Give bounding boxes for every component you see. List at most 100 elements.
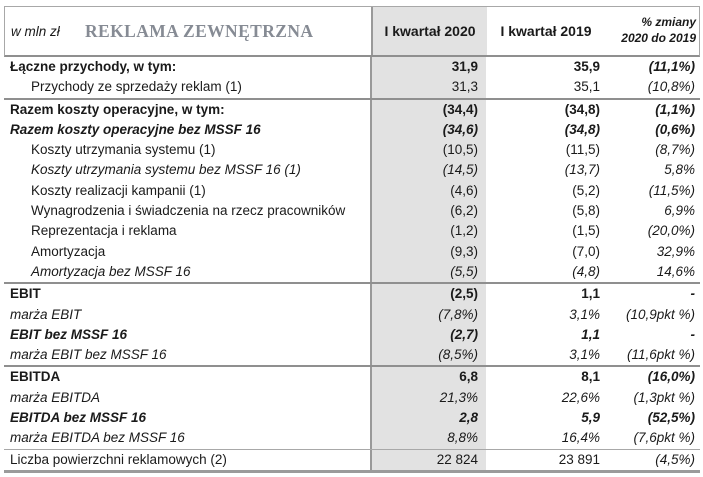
table-rows: Łączne przychody, w tym: 31,9 35,9 (11,1%) P… — [4, 57, 700, 473]
value-q1-2019: (34,8) — [564, 101, 600, 117]
value-q1-2019: 3,1% — [569, 347, 600, 363]
value-q1-2019: (4,8) — [572, 263, 600, 279]
value-q1-2020: 6,8 — [370, 367, 486, 388]
value-change: (1,1%) — [655, 101, 695, 117]
table-header: w mln zł REKLAMA ZEWNĘTRZNA I kwartał 20… — [4, 6, 700, 57]
value-change: (8,7%) — [655, 142, 695, 158]
table-row: Koszty realizacji kampanii (1) (4,6) (5,2)… — [4, 180, 700, 202]
value-q1-2019: (34,8) — [564, 121, 600, 137]
value-q1-2020: (34,4) — [370, 99, 486, 120]
table-row: marża EBIT (7,8%) 3,1% (10,9pkt %) — [4, 304, 700, 325]
row-label: Liczba powierzchni reklamowych (2) — [10, 451, 227, 467]
row-label: Razem koszty operacyjne, w tym: — [10, 101, 225, 117]
column-header-change-line2: 2020 do 2019 — [621, 31, 696, 45]
value-change: - — [690, 326, 696, 342]
value-q1-2020: 31,9 — [370, 57, 486, 78]
value-change: 6,9% — [664, 203, 695, 219]
table-row: Razem koszty operacyjne bez MSSF 16 (34,6… — [4, 119, 700, 141]
table-row: Wynagrodzenia i świadczenia na rzecz pra… — [4, 201, 700, 222]
table-row: Przychody ze sprzedaży reklam (1) 31,3 35,… — [4, 77, 700, 98]
value-change: (7,6pkt %) — [633, 430, 695, 446]
value-q1-2020: 8,8% — [370, 428, 486, 449]
value-change: (20,0%) — [647, 223, 695, 239]
value-q1-2020: (34,6) — [370, 119, 486, 141]
row-label: Amortyzacja bez MSSF 16 — [31, 263, 191, 279]
value-q1-2019: 1,1 — [581, 286, 600, 302]
row-label: EBITDA — [10, 369, 61, 385]
table-row: Liczba powierzchni reklamowych (2) 22 824… — [4, 448, 700, 470]
page-title: REKLAMA ZEWNĘTRZNA — [85, 20, 314, 41]
value-change: (10,9pkt %) — [625, 306, 695, 322]
row-label: Koszty utrzymania systemu (1) — [31, 142, 216, 158]
value-q1-2020: (2,7) — [370, 324, 486, 346]
value-q1-2019: (5,8) — [572, 203, 600, 219]
value-change: (52,5%) — [647, 410, 695, 426]
value-q1-2020: (1,2) — [370, 221, 486, 242]
row-label: Wynagrodzenia i świadczenia na rzecz pra… — [31, 203, 346, 219]
value-q1-2019: 22,6% — [561, 389, 600, 405]
table-row: marża EBITDA 21,3% 22,6% (1,3pkt %) — [4, 387, 700, 409]
value-q1-2019: (13,7) — [564, 162, 600, 178]
row-label: Koszty realizacji kampanii (1) — [31, 182, 206, 198]
row-label: Koszty utrzymania systemu bez MSSF 16 (1… — [31, 162, 301, 178]
value-q1-2020: (8,5%) — [370, 345, 486, 366]
column-header-change-line1: % zmiany — [641, 15, 696, 30]
value-q1-2019: 35,9 — [573, 59, 600, 74]
value-q1-2020: (2,5) — [370, 284, 486, 305]
row-label: marża EBIT bez MSSF 16 — [10, 347, 167, 363]
row-label: EBITDA bez MSSF 16 — [10, 410, 147, 426]
row-label: Razem koszty operacyjne bez MSSF 16 — [10, 121, 261, 137]
table-row: marża EBITDA bez MSSF 16 8,8% 16,4% (7,6pkt… — [4, 428, 700, 449]
value-q1-2020: (7,8%) — [370, 304, 486, 325]
value-change: 5,8% — [664, 162, 695, 178]
row-label: Amortyzacja — [31, 243, 106, 259]
row-label: Łączne przychody, w tym: — [10, 59, 177, 74]
value-change: (16,0%) — [647, 369, 695, 385]
value-change: (4,5%) — [655, 451, 695, 467]
value-change: 14,6% — [656, 263, 695, 279]
value-q1-2020: 31,3 — [370, 77, 486, 98]
value-q1-2020: (5,5) — [370, 261, 486, 283]
table-row: Razem koszty operacyjne, w tym: (34,4) (34… — [4, 97, 700, 120]
unit-label: w mln zł — [11, 23, 60, 39]
value-change: (1,3pkt %) — [633, 389, 695, 405]
value-change: (11,1%) — [648, 59, 695, 74]
value-q1-2019: 3,1% — [569, 306, 600, 322]
value-q1-2020: (10,5) — [370, 140, 486, 161]
table-row: marża EBIT bez MSSF 16 (8,5%) 3,1% (11,6pkt… — [4, 345, 700, 366]
value-q1-2019: 23 891 — [558, 451, 600, 467]
value-q1-2019: (11,5) — [565, 142, 600, 158]
value-q1-2019: 35,1 — [573, 79, 600, 95]
column-header-change: % zmiany 2020 do 2019 — [605, 7, 701, 55]
value-q1-2019: (1,5) — [572, 223, 600, 239]
column-header-q1-2019: I kwartał 2019 — [500, 23, 592, 39]
value-q1-2020: 22 824 — [370, 449, 486, 470]
value-q1-2020: (14,5) — [370, 160, 486, 181]
value-q1-2019: 8,1 — [581, 369, 600, 385]
value-change: (10,8%) — [647, 79, 695, 95]
value-q1-2020: 21,3% — [370, 387, 486, 409]
value-change: (11,6pkt %) — [626, 347, 695, 363]
table-row: EBITDA 6,8 8,1 (16,0%) — [4, 365, 700, 388]
row-label: EBIT — [10, 286, 41, 302]
column-header-q1-2020: I kwartał 2020 — [371, 7, 487, 55]
value-change: 32,9% — [656, 243, 695, 259]
value-q1-2020: (9,3) — [370, 241, 486, 262]
value-q1-2020: (6,2) — [370, 201, 486, 222]
row-label: Przychody ze sprzedaży reklam (1) — [31, 79, 242, 95]
value-change: (0,6%) — [655, 121, 695, 137]
value-q1-2019: (7,0) — [572, 243, 600, 259]
value-change: - — [690, 286, 696, 302]
header-left-cell: w mln zł REKLAMA ZEWNĘTRZNA — [5, 7, 371, 55]
row-label: EBIT bez MSSF 16 — [10, 326, 128, 342]
table-row: Koszty utrzymania systemu bez MSSF 16 (1… — [4, 160, 700, 181]
table-row: EBITDA bez MSSF 16 2,8 5,9 (52,5%) — [4, 408, 700, 429]
value-q1-2020: (4,6) — [370, 180, 486, 202]
financial-table: w mln zł REKLAMA ZEWNĘTRZNA I kwartał 20… — [4, 6, 700, 473]
row-label: marża EBITDA bez MSSF 16 — [10, 430, 185, 446]
value-q1-2019: 1,1 — [581, 326, 600, 342]
table-row: Amortyzacja (9,3) (7,0) 32,9% — [4, 241, 700, 262]
table-row: Amortyzacja bez MSSF 16 (5,5) (4,8) 14,6% — [4, 261, 700, 283]
table-row: Koszty utrzymania systemu (1) (10,5) (11,5… — [4, 140, 700, 161]
value-q1-2020: 2,8 — [370, 408, 486, 429]
